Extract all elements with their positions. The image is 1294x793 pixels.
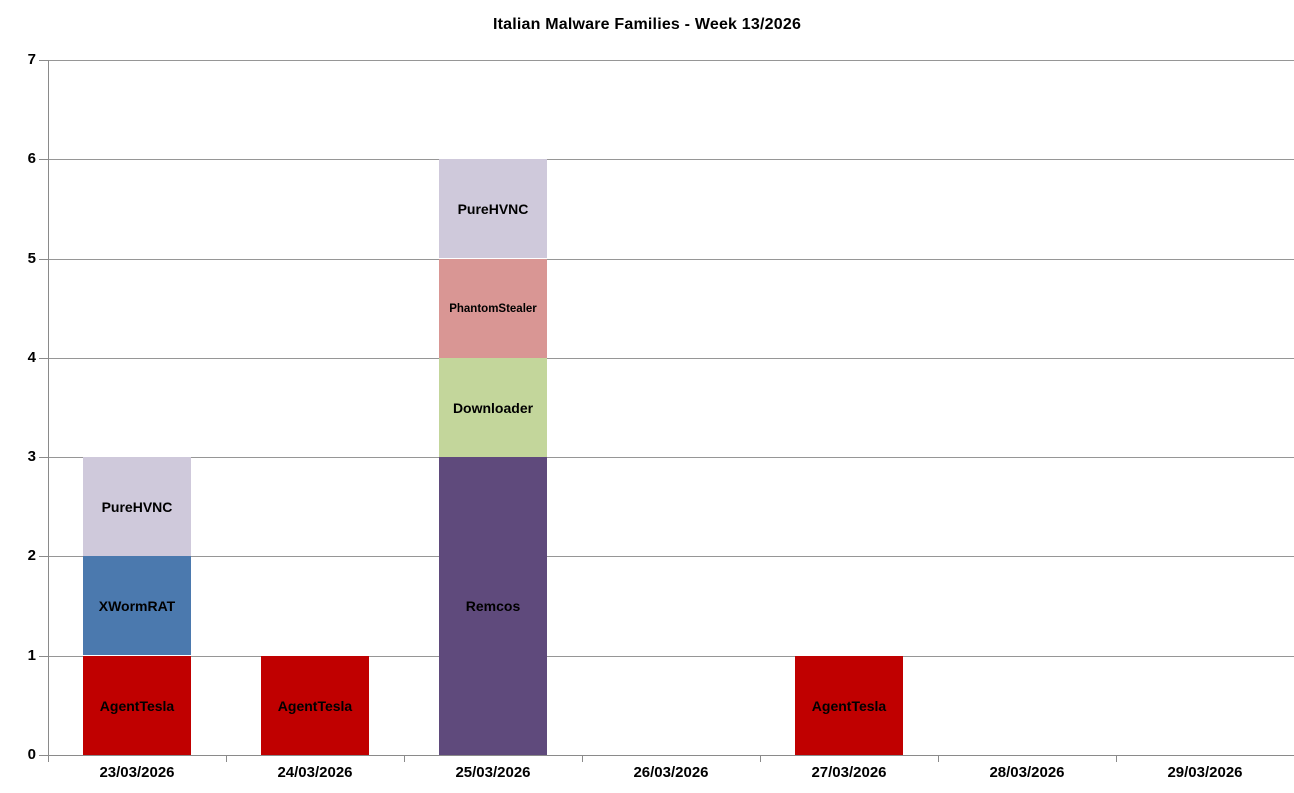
gridline (48, 259, 1294, 260)
x-axis-tick-label: 27/03/2026 (811, 764, 887, 781)
y-axis-tick-label: 0 (27, 746, 36, 763)
y-axis-tick-label: 7 (27, 51, 36, 68)
x-axis-tick-label: 28/03/2026 (989, 764, 1065, 781)
y-axis-tick-label: 5 (27, 250, 36, 267)
x-axis-tick (938, 756, 939, 762)
bar-segment-downloader: Downloader (439, 358, 547, 457)
segment-label: AgentTesla (277, 697, 353, 714)
y-axis-tick (39, 358, 48, 359)
bar-segment-purehvnc: PureHVNC (439, 159, 547, 258)
segment-label: PureHVNC (101, 498, 173, 515)
x-axis-tick-label: 23/03/2026 (99, 764, 175, 781)
gridline (48, 457, 1294, 458)
y-axis-tick (39, 60, 48, 61)
y-axis-tick (39, 457, 48, 458)
bar-segment-phantomstealer: PhantomStealer (439, 259, 547, 358)
x-axis-tick (1116, 756, 1117, 762)
bar-segment-remcos: Remcos (439, 457, 547, 755)
gridline (48, 159, 1294, 160)
segment-label: AgentTesla (99, 697, 175, 714)
segment-label: Remcos (465, 598, 521, 614)
x-axis-tick (760, 756, 761, 762)
y-axis-tick (39, 755, 48, 756)
x-axis-tick (404, 756, 405, 762)
y-axis-line (48, 60, 49, 755)
segment-label: Downloader (452, 399, 534, 416)
segment-label: XWormRAT (98, 597, 176, 614)
gridline (48, 556, 1294, 557)
segment-label: AgentTesla (811, 697, 887, 714)
bar-segment-xwormrat: XWormRAT (83, 556, 191, 655)
x-axis-tick-label: 24/03/2026 (277, 764, 353, 781)
x-axis-tick-label: 29/03/2026 (1167, 764, 1243, 781)
y-axis-tick (39, 556, 48, 557)
y-axis-tick (39, 259, 48, 260)
y-axis-tick (39, 159, 48, 160)
chart-title: Italian Malware Families - Week 13/2026 (492, 16, 802, 33)
x-axis-tick (226, 756, 227, 762)
x-axis-tick (48, 756, 49, 762)
x-axis-tick-label: 25/03/2026 (455, 764, 531, 781)
y-axis-tick-label: 6 (27, 150, 36, 167)
segment-label: PureHVNC (457, 200, 529, 217)
y-axis-tick-label: 1 (27, 647, 36, 664)
bar-segment-agenttesla: AgentTesla (261, 656, 369, 755)
y-axis-tick-label: 3 (27, 448, 36, 465)
bar-segment-purehvnc: PureHVNC (83, 457, 191, 556)
gridline (48, 60, 1294, 61)
y-axis-tick-label: 2 (27, 547, 36, 564)
segment-label: PhantomStealer (449, 302, 537, 315)
gridline (48, 358, 1294, 359)
y-axis-tick (39, 656, 48, 657)
x-axis-tick-label: 26/03/2026 (633, 764, 709, 781)
bar-segment-agenttesla: AgentTesla (795, 656, 903, 755)
gridline (48, 656, 1294, 657)
x-axis-line (48, 755, 1294, 756)
x-axis-tick (582, 756, 583, 762)
bar-segment-agenttesla: AgentTesla (83, 656, 191, 755)
y-axis-tick-label: 4 (27, 349, 36, 366)
